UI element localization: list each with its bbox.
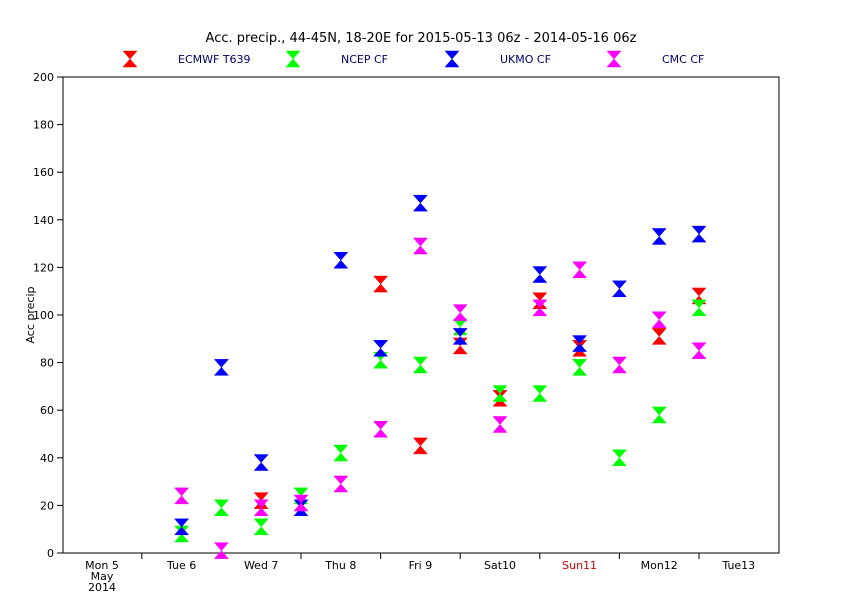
data-point	[611, 280, 627, 298]
y-tick-label: 80	[40, 357, 54, 370]
legend: ECMWF T639 NCEP CF UKMO CF CMC CF	[122, 50, 704, 68]
legend-marker	[285, 50, 301, 68]
y-tick-label: 60	[40, 404, 54, 417]
data-point	[333, 444, 349, 462]
x-tick-label-line: May	[91, 570, 114, 583]
series-ncep-cf	[174, 299, 707, 543]
y-tick-label: 120	[33, 261, 54, 274]
data-point	[651, 228, 667, 245]
x-tick-label: Mon 5 May 2014	[85, 559, 119, 594]
x-tick-label-line: Thu 8	[324, 559, 356, 572]
x-tick-label: Sat10	[484, 559, 516, 572]
legend-marker	[444, 50, 460, 68]
data-point	[213, 542, 229, 559]
data-point	[572, 359, 588, 376]
x-tick-label: Thu 8	[324, 559, 356, 572]
y-tick-label: 0	[47, 547, 54, 560]
data-point	[293, 494, 309, 512]
data-point	[532, 266, 548, 283]
series-ukmo-cf	[174, 194, 707, 536]
data-point	[651, 406, 667, 424]
data-point	[452, 304, 468, 321]
data-point	[452, 328, 468, 345]
data-point	[333, 252, 349, 269]
x-tick-label-line: Wed 7	[244, 559, 278, 572]
data-point	[691, 225, 707, 243]
data-points	[174, 194, 707, 559]
x-tick-label-line: 2014	[88, 581, 116, 594]
data-point	[412, 437, 428, 455]
y-tick-label: 200	[33, 71, 54, 84]
data-point	[174, 518, 190, 536]
data-point	[572, 261, 588, 279]
data-point	[691, 299, 707, 317]
x-tick-label-line: Sun11	[562, 559, 597, 572]
data-point	[253, 454, 269, 471]
x-tick-label-line: Mon 5	[85, 559, 119, 572]
data-point	[492, 385, 508, 402]
data-point	[492, 416, 508, 433]
y-axis: 0 20 40 60 80 100 120 140 160 180 200	[33, 71, 63, 560]
data-point	[412, 237, 428, 255]
x-tick-label-line: Mon12	[641, 559, 678, 572]
plot-area-frame	[62, 76, 780, 554]
x-tick-label: Fri 9	[409, 559, 433, 572]
data-point	[611, 356, 627, 374]
data-point	[253, 499, 269, 517]
data-point	[333, 475, 349, 493]
data-point	[651, 311, 667, 329]
y-tick-label: 160	[33, 166, 54, 179]
y-tick-label: 20	[40, 499, 54, 512]
data-point	[691, 342, 707, 359]
x-tick-label: Wed 7	[244, 559, 278, 572]
x-tick-label: Tue 6	[166, 559, 196, 572]
x-tick-label: Mon12	[641, 559, 678, 572]
series-ecmwf-t639	[253, 275, 707, 509]
data-point	[174, 487, 190, 505]
x-tick-label: Tue13	[721, 559, 755, 572]
data-point	[213, 499, 229, 517]
y-tick-label: 40	[40, 452, 54, 465]
legend-label: ECMWF T639	[178, 53, 251, 66]
legend-marker	[606, 50, 622, 68]
x-tick-label-line: Tue13	[721, 559, 755, 572]
data-point	[412, 194, 428, 212]
y-tick-label: 100	[33, 309, 54, 322]
legend-label: UKMO CF	[500, 53, 551, 66]
x-tick-label: Sun11	[562, 559, 597, 572]
data-point	[373, 420, 389, 438]
data-point	[532, 385, 548, 402]
data-point	[213, 359, 229, 376]
data-point	[532, 299, 548, 317]
data-point	[412, 356, 428, 374]
data-point	[253, 518, 269, 536]
x-tick-label-line: Tue 6	[166, 559, 196, 572]
y-tick-label: 140	[33, 214, 54, 227]
data-point	[373, 340, 389, 357]
y-tick-label: 180	[33, 119, 54, 132]
chart-title: Acc. precip., 44-45N, 18-20E for 2015-05…	[206, 31, 637, 46]
legend-label: NCEP CF	[341, 53, 388, 66]
series-cmc-cf	[174, 237, 707, 559]
y-axis-label: Acc precip	[24, 286, 37, 343]
legend-label: CMC CF	[662, 53, 704, 66]
x-axis: Mon 5 May 2014 Tue 6 Wed 7 Thu 8 Fri 9 Sat10 Sun…	[85, 553, 755, 594]
data-point	[651, 328, 667, 345]
data-point	[373, 275, 389, 293]
x-tick-label-line: Sat10	[484, 559, 516, 572]
data-point	[572, 335, 588, 352]
legend-marker	[122, 50, 138, 68]
x-tick-label-line: Fri 9	[409, 559, 433, 572]
data-point	[611, 449, 627, 467]
